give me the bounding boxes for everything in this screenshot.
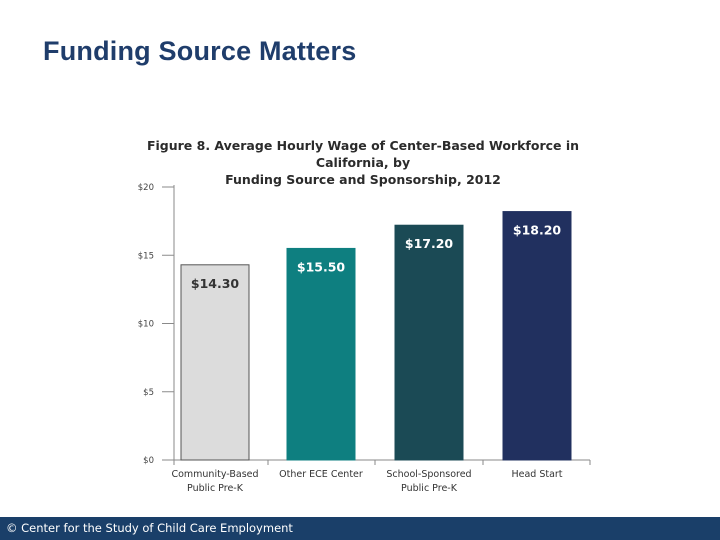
slide-title: Funding Source Matters bbox=[43, 36, 357, 66]
bar bbox=[502, 211, 572, 461]
footer-copyright: © Center for the Study of Child Care Emp… bbox=[6, 521, 293, 535]
data-label: $14.30 bbox=[191, 276, 240, 291]
figure-title-line-1: Figure 8. Average Hourly Wage of Center-… bbox=[146, 138, 580, 170]
bar bbox=[394, 224, 464, 461]
footer-bar: © Center for the Study of Child Care Emp… bbox=[0, 517, 720, 540]
y-tick-label: $0 bbox=[143, 456, 154, 466]
data-label: $18.20 bbox=[513, 223, 562, 238]
figure-title-line-2: Funding Source and Sponsorship, 2012 bbox=[225, 172, 501, 187]
data-label: $15.50 bbox=[297, 259, 346, 274]
category-label: Community-Based bbox=[171, 469, 258, 480]
y-tick-label: $5 bbox=[143, 388, 154, 398]
category-label: Public Pre-K bbox=[401, 483, 458, 494]
category-label: Head Start bbox=[511, 469, 562, 480]
bar bbox=[286, 247, 356, 461]
data-label: $17.20 bbox=[405, 236, 454, 251]
category-label: Other ECE Center bbox=[279, 469, 363, 480]
category-label: School-Sponsored bbox=[386, 469, 471, 480]
y-tick-label: $20 bbox=[138, 183, 154, 193]
category-label: Public Pre-K bbox=[187, 483, 244, 494]
figure-title: Figure 8. Average Hourly Wage of Center-… bbox=[118, 137, 608, 188]
y-tick-label: $15 bbox=[138, 251, 154, 261]
y-tick-label: $10 bbox=[138, 320, 154, 330]
bar bbox=[180, 264, 250, 461]
